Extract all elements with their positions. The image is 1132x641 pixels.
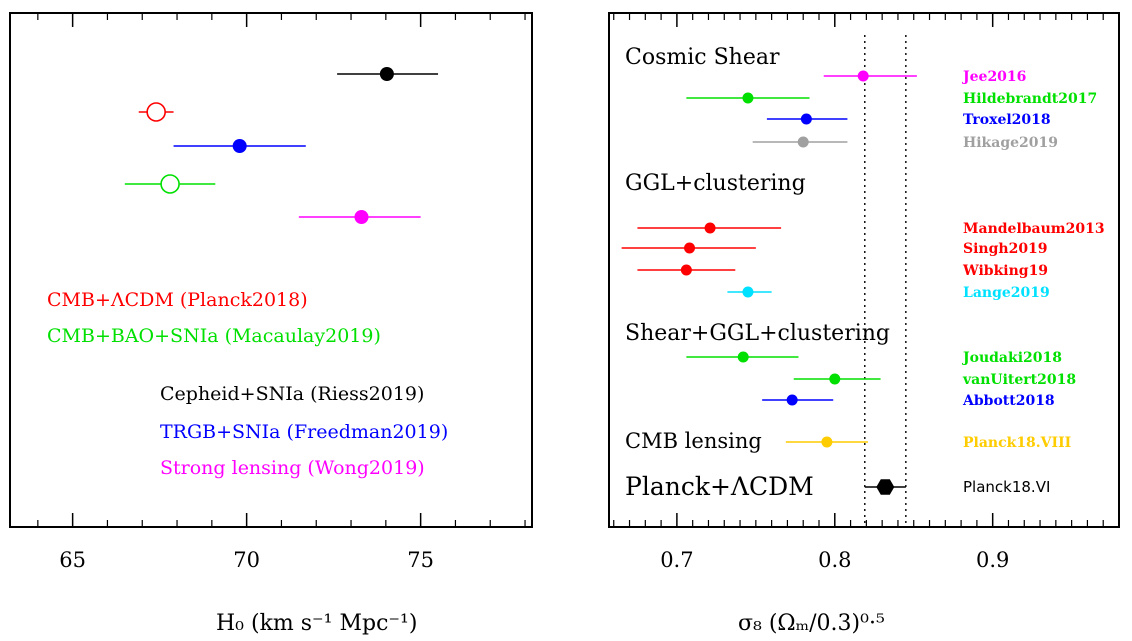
sigma8-point xyxy=(800,113,812,125)
h0-tick-label: 75 xyxy=(407,548,434,572)
sigma8-point xyxy=(680,264,692,276)
sigma8-point xyxy=(737,351,749,363)
sigma8-panel: Cosmic Shear GGL+clustering Shear+GGL+clus… xyxy=(608,12,1120,636)
h0-legend-entry: Strong lensing (Wong2019) xyxy=(160,457,425,479)
sigma8-point xyxy=(797,136,809,148)
sigma8-axes-frame xyxy=(608,12,1120,528)
sigma8-tick-label: 0.7 xyxy=(660,548,693,572)
sigma8-study-label: Planck18.VI xyxy=(963,478,1050,496)
sigma8-study-label: Planck18.VIII xyxy=(963,435,1071,451)
sigma8-point xyxy=(742,286,754,298)
sigma8-study-label: Singh2019 xyxy=(963,241,1048,257)
sigma8-study-label: Abbott2018 xyxy=(962,393,1055,409)
h0-point-open xyxy=(146,102,166,122)
sigma8-point xyxy=(704,222,716,234)
sigma8-group-heading: Cosmic Shear xyxy=(625,45,780,70)
sigma8-study-label: vanUitert2018 xyxy=(962,372,1076,388)
sigma8-point xyxy=(742,92,754,104)
sigma8-point xyxy=(684,242,696,254)
h0-point xyxy=(379,67,394,81)
sigma8-point xyxy=(857,70,869,82)
sigma8-tick-label: 0.9 xyxy=(976,548,1009,572)
sigma8-group-heading: Planck+ΛCDM xyxy=(625,472,814,501)
h0-legend-entry: CMB+ΛCDM (Planck2018) xyxy=(47,289,308,311)
h0-tick-label: 70 xyxy=(233,548,260,572)
h0-axes-frame xyxy=(9,12,533,528)
h0-point xyxy=(354,210,369,224)
sigma8-study-label: Troxel2018 xyxy=(963,112,1051,128)
sigma8-group-heading: Shear+GGL+clustering xyxy=(625,321,890,346)
sigma8-x-axis-label: σ₈ (Ωₘ/0.3)⁰·⁵ xyxy=(738,611,885,636)
sigma8-point-hexagon xyxy=(876,479,895,495)
h0-point xyxy=(232,139,247,153)
sigma8-point xyxy=(821,436,833,448)
sigma8-study-label: Lange2019 xyxy=(963,285,1050,301)
sigma8-study-label: Hikage2019 xyxy=(963,135,1058,151)
sigma8-study-label: Wibking19 xyxy=(962,263,1048,279)
h0-tick-label: 65 xyxy=(59,548,86,572)
sigma8-point xyxy=(829,373,841,385)
sigma8-study-label: Jee2016 xyxy=(961,69,1026,85)
sigma8-study-label: Joudaki2018 xyxy=(961,350,1062,366)
sigma8-point xyxy=(786,394,798,406)
sigma8-study-label: Hildebrandt2017 xyxy=(963,91,1097,107)
sigma8-tick-label: 0.8 xyxy=(818,548,851,572)
h0-legend-entry: Cepheid+SNIa (Riess2019) xyxy=(160,383,424,405)
h0-legend-entry: CMB+BAO+SNIa (Macaulay2019) xyxy=(47,325,381,347)
h0-legend-entry: TRGB+SNIa (Freedman2019) xyxy=(160,421,448,443)
sigma8-study-label: Mandelbaum2013 xyxy=(963,221,1105,237)
h0-x-axis-label: H₀ (km s⁻¹ Mpc⁻¹) xyxy=(216,611,417,636)
h0-panel: CMB+ΛCDM (Planck2018) CMB+BAO+SNIa (Macau… xyxy=(9,12,533,636)
sigma8-group-heading: GGL+clustering xyxy=(625,171,806,196)
h0-point-open xyxy=(160,174,180,194)
sigma8-group-heading: CMB lensing xyxy=(625,429,762,453)
